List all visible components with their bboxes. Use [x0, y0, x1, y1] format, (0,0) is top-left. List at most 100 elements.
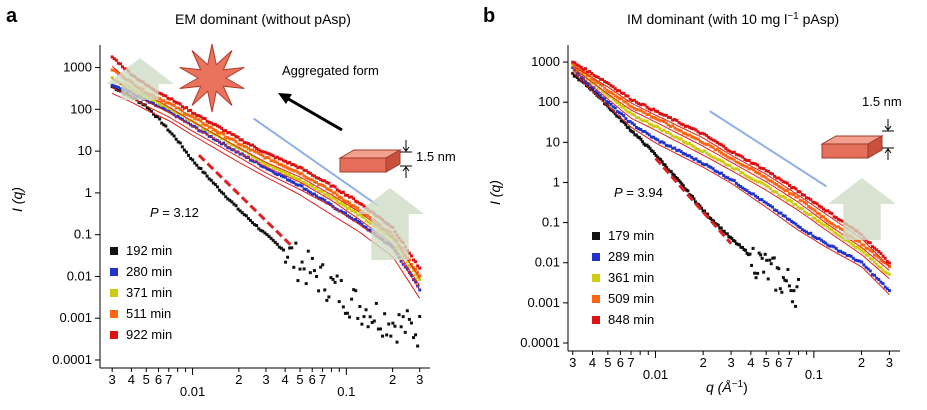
panel-b-data-point [726, 163, 730, 167]
panel-a-ytick-label: 100 [70, 101, 92, 116]
panel-b-data-point [579, 71, 583, 75]
panel-a-data-point [288, 167, 292, 171]
panel-a-data-point [187, 113, 191, 117]
panel-b-data-point [588, 78, 592, 82]
panel-a-data-point [180, 117, 184, 121]
panel-b-data-point [600, 89, 604, 93]
panel-a-data-point [160, 103, 164, 107]
panel-a-data-point [151, 112, 155, 116]
panel-b-data-point [773, 182, 777, 186]
panel-b-data-point [794, 195, 798, 199]
panel-a-data-point [350, 216, 354, 220]
panel-b-data-point [783, 189, 787, 193]
panel-a-data-point [319, 178, 323, 182]
panel-b-data-point [781, 180, 785, 184]
panel-b-data-point [822, 207, 826, 211]
panel-b-data-point [677, 128, 681, 132]
panel-a-data-point [412, 258, 416, 262]
panel-a-data-point [164, 94, 168, 98]
panel-b-data-point [707, 164, 711, 168]
panel-b-data-point [813, 216, 817, 220]
panel-b-data-point [652, 124, 656, 128]
panel-b-data-point [787, 284, 791, 288]
panel-a-data-point [172, 99, 176, 103]
panel-a-data-point [253, 223, 257, 227]
panel-b-data-point [732, 179, 736, 183]
panel-a-data-point [321, 263, 325, 267]
panel-a-data-point [298, 165, 302, 169]
panel-a-data-point [158, 97, 162, 101]
panel-b-data-point [732, 158, 736, 162]
panel-a-legend-label: 280 min [126, 264, 172, 279]
panel-b-data-point [626, 119, 630, 123]
panel-b-data-point [639, 137, 643, 141]
panel-a-data-point [191, 158, 195, 162]
panel-a-data-point [284, 260, 288, 264]
panel-b-data-point [771, 189, 775, 193]
panel-a-data-point [312, 269, 316, 273]
panel-b-data-point [671, 118, 675, 122]
panel-b-data-point [637, 102, 641, 106]
panel-a-data-point [323, 184, 327, 188]
panel-a-data-point [345, 206, 349, 210]
panel-a-data-point [112, 68, 116, 72]
panel-b-data-point [822, 215, 826, 219]
panel-b-data-point [745, 189, 749, 193]
panel-b-data-point [881, 268, 885, 272]
panel-b-data-point [728, 235, 732, 239]
panel-b-data-point [760, 181, 764, 185]
panel-a-data-point [215, 133, 219, 137]
panel-b-data-point [728, 177, 732, 181]
panel-b-data-point [642, 142, 646, 146]
panel-b-data-point [819, 221, 823, 225]
panel-a-data-point [418, 314, 422, 318]
panel-a-legend-swatch [110, 331, 118, 339]
panel-b-data-point [619, 119, 623, 123]
panel-a-data-point [114, 85, 118, 89]
panel-a-data-point [277, 162, 281, 166]
panel-b-data-point [826, 209, 830, 213]
panel-b-data-point [830, 228, 834, 232]
panel-a-data-point [187, 109, 191, 113]
panel-b-legend-swatch [592, 274, 600, 282]
panel-b-data-point [581, 67, 585, 71]
panel-a-data-point [162, 99, 166, 103]
panel-a-legend-label: 192 min [126, 243, 172, 258]
panel-a-data-point [145, 106, 149, 110]
panel-b-data-point [743, 187, 747, 191]
panel-b-data-point [586, 70, 590, 74]
panel-b-data-point [870, 245, 874, 249]
panel-b-data-point [656, 138, 660, 142]
panel-b-ytick-label: 1 [553, 174, 560, 189]
panel-b-data-point [781, 187, 785, 191]
panel-b-data-point [601, 98, 605, 102]
panel-a-data-point [110, 68, 114, 72]
panel-a-data-point [162, 103, 166, 107]
panel-b-data-point [715, 222, 719, 226]
panel-a-data-point [218, 131, 222, 135]
panel-b-data-point [749, 167, 753, 171]
panel-b-legend-label: 848 min [608, 312, 654, 327]
panel-b-data-point [794, 202, 798, 206]
panel-b-data-point [686, 189, 690, 193]
panel-b-data-point [645, 131, 649, 135]
panel-a-data-point [253, 145, 257, 149]
panel-a-data-point [234, 204, 238, 208]
panel-b-legend-swatch [592, 295, 600, 303]
panel-a-p-value: = 3.12 [162, 205, 199, 220]
panel-a-data-point [176, 106, 180, 110]
panel-b-data-point [613, 94, 617, 98]
panel-a-data-point [226, 146, 230, 150]
panel-a-legend-label: 922 min [126, 327, 172, 342]
panel-a-data-point [156, 104, 160, 108]
panel-b-data-point [775, 190, 779, 194]
panel-a-data-point [308, 183, 312, 187]
panel-b-data-point [635, 125, 639, 129]
panel-b-data-point [781, 214, 785, 218]
panel-b-data-point [858, 259, 862, 263]
panel-a-data-point [364, 213, 368, 217]
panel-b-data-point [758, 198, 762, 202]
panel-a-data-point [348, 201, 352, 205]
panel-b-data-point [679, 137, 683, 141]
panel-a-data-point [195, 126, 199, 130]
